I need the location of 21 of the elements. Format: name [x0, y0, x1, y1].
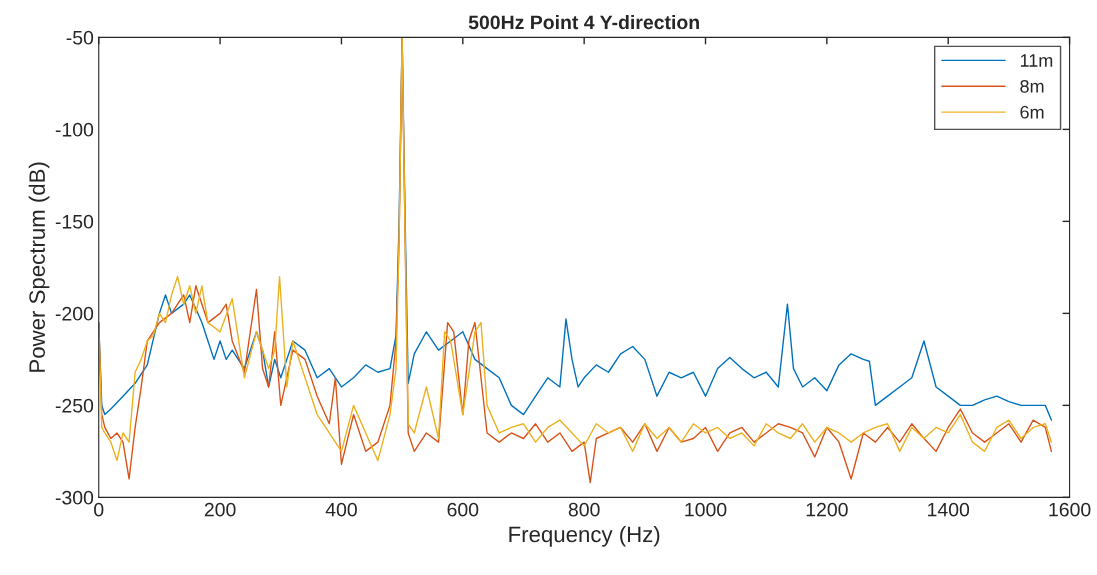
x-tick-label: 1400: [928, 502, 970, 517]
x-tick-label: 600: [447, 502, 479, 517]
y-tick-label: -200: [55, 306, 94, 321]
x-tick-label: 200: [204, 502, 236, 517]
x-tick-label: 1600: [1049, 502, 1091, 517]
y-tick-label: -100: [55, 122, 94, 137]
legend-label: 8m: [1020, 79, 1044, 93]
y-tick-label: -300: [55, 490, 94, 505]
legend-label: 11m: [1020, 54, 1053, 67]
x-tick-label: 400: [325, 502, 357, 517]
chart-title: 500Hz Point 4 Y-direction: [468, 14, 699, 30]
x-tick-label: 1200: [806, 502, 848, 517]
x-tick-label: 1000: [685, 502, 727, 517]
y-axis-title: Power Spectrum (dB): [28, 162, 50, 372]
legend-label: 6m: [1020, 105, 1044, 119]
y-tick-label: -50: [66, 30, 94, 45]
x-axis-title: Frequency (Hz): [509, 525, 660, 547]
x-tick-label: 0: [94, 502, 104, 517]
x-tick-label: 800: [568, 502, 600, 517]
y-tick-label: -150: [55, 214, 94, 229]
y-tick-label: -250: [55, 398, 94, 413]
